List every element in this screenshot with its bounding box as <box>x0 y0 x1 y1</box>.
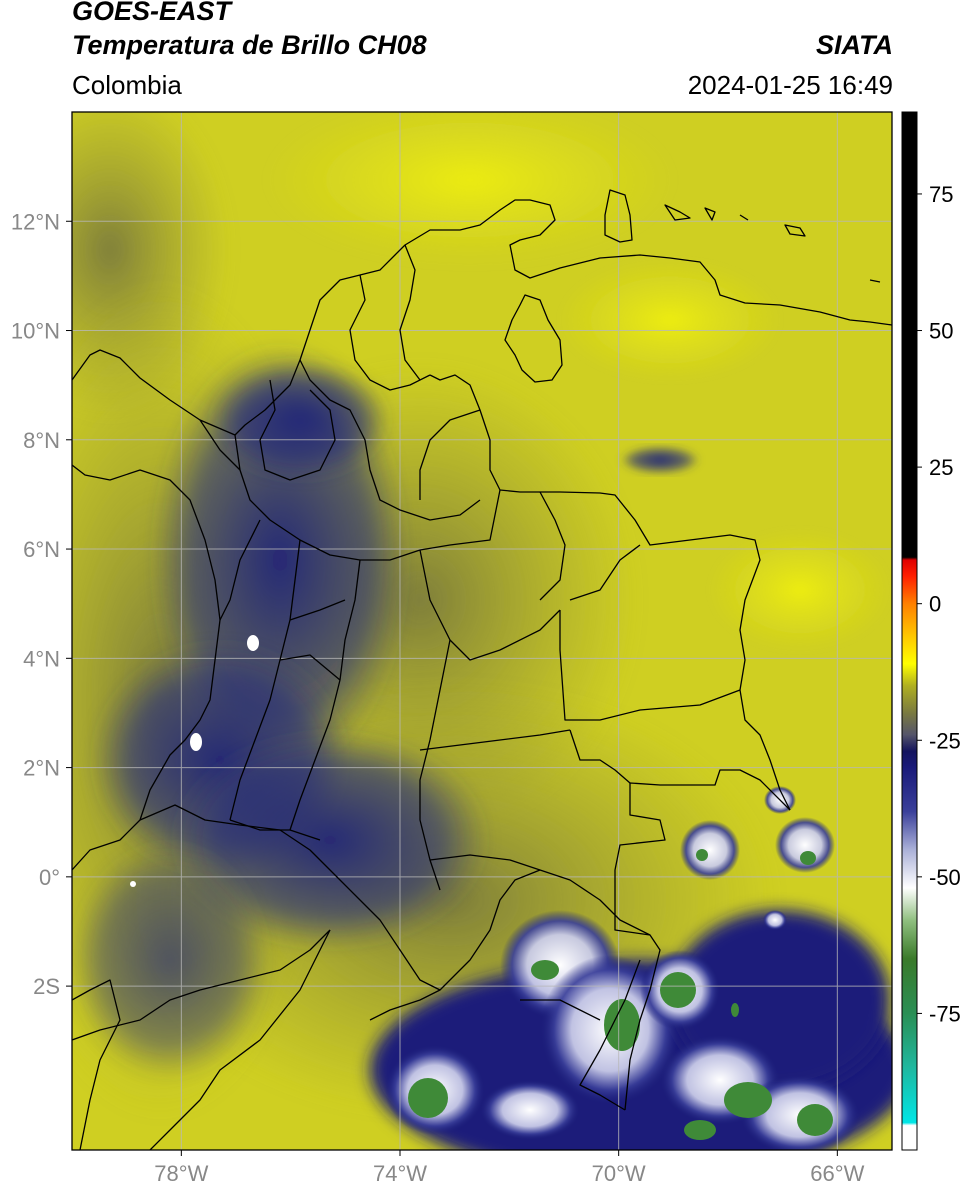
satellite-title: GOES-EAST <box>72 0 232 26</box>
timestamp-label: 2024-01-25 16:49 <box>687 70 893 100</box>
political-boundaries <box>72 189 892 1150</box>
colorbar-gradient <box>901 111 918 1151</box>
region-label: Colombia <box>72 70 182 100</box>
colorbar-tick-label: 50 <box>929 319 953 344</box>
latitude-tick-label: 10°N <box>11 319 60 344</box>
colorbar-tick-label: 0 <box>929 592 941 617</box>
latitude-tick-label: 2S <box>33 974 60 999</box>
organization-label: SIATA <box>816 30 893 60</box>
colombia-venezuela-border <box>429 374 791 811</box>
southern-border <box>614 769 791 1111</box>
latitude-tick-label: 6°N <box>23 537 60 562</box>
colorbar-tick-label: 75 <box>929 182 953 207</box>
colorbar-tick-label: -75 <box>929 1001 961 1026</box>
ecuador-border <box>139 804 441 991</box>
latitude-tick-label: 8°N <box>23 428 60 453</box>
latitude-tick-label: 0° <box>39 865 60 890</box>
longitude-tick-label: 70°W <box>592 1161 646 1186</box>
longitude-tick-label: 66°W <box>810 1161 864 1186</box>
temperature-colorbar: 75 50 25 0 -25 -50 -75 <box>901 111 961 1151</box>
caribbean-coastline <box>72 199 892 436</box>
cold-cloud-cores <box>408 849 833 1140</box>
longitude-tick-label: 78°W <box>154 1161 208 1186</box>
latitude-tick-label: 2°N <box>23 756 60 781</box>
internal-department-boundaries <box>234 434 501 561</box>
colorbar-tick-label: 25 <box>929 455 953 480</box>
product-title: Temperatura de Brillo CH08 <box>72 30 427 60</box>
bright-cloud-cells <box>130 635 259 887</box>
lake-maracaibo <box>504 294 563 383</box>
longitude-tick-labels: 78°W 74°W 70°W 66°W <box>154 1150 865 1186</box>
map-frame <box>71 111 893 1151</box>
colorbar-tick-label: -50 <box>929 865 961 890</box>
colorbar-tick-label: -25 <box>929 728 961 753</box>
latitude-tick-label: 12°N <box>11 209 60 234</box>
latitude-tick-labels: 12°N 10°N 8°N 6°N 4°N 2°N 0° 2S <box>11 209 72 999</box>
graticule <box>72 112 892 1150</box>
longitude-tick-label: 74°W <box>373 1161 427 1186</box>
satellite-field <box>72 112 892 1150</box>
latitude-tick-label: 4°N <box>23 646 60 671</box>
